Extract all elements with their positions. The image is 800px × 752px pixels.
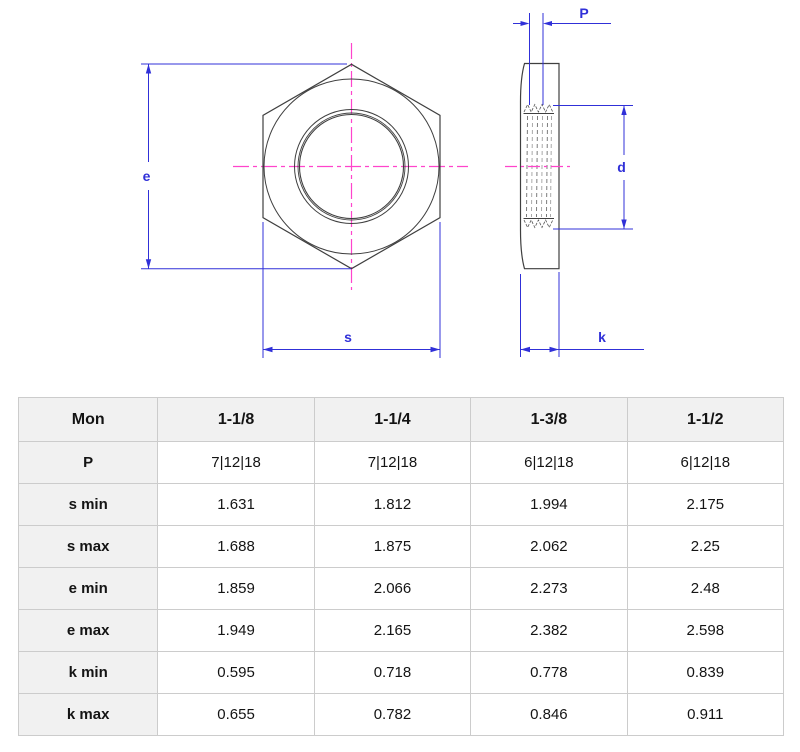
row-label: e min <box>17 567 159 610</box>
table-cell: 0.655 <box>157 693 315 736</box>
table-cell: 1.688 <box>157 525 315 568</box>
table-cell: 2.382 <box>470 609 628 652</box>
front-view: e s <box>141 43 468 358</box>
table-row: k max 0.655 0.782 0.846 0.911 <box>17 693 785 736</box>
table-cell: 0.839 <box>626 651 785 694</box>
table-cell: 2.066 <box>313 567 472 610</box>
arrow-p-right <box>543 21 552 26</box>
column-header: 1-1/4 <box>313 397 472 442</box>
dim-label-p: P <box>579 5 588 21</box>
technical-drawing: e s <box>141 5 644 358</box>
chamfer-circle <box>263 78 440 255</box>
spec-table: Mon 1-1/8 1-1/4 1-3/8 1-1/2 P 7|12|18 7|… <box>17 397 785 736</box>
thread-major-circle <box>294 109 409 224</box>
arrow-k-right <box>549 346 559 353</box>
dimension-s <box>262 222 441 358</box>
table-cell: 2.062 <box>470 525 628 568</box>
dimension-p <box>513 13 611 105</box>
row-label: k min <box>17 651 159 694</box>
table-cell: 6|12|18 <box>626 441 785 484</box>
table-cell: 1.631 <box>157 483 315 526</box>
table-header-row: Mon 1-1/8 1-1/4 1-3/8 1-1/2 <box>17 397 785 442</box>
table-cell: 1.949 <box>157 609 315 652</box>
table-cell: 7|12|18 <box>157 441 315 484</box>
table-row: k min 0.595 0.718 0.778 0.839 <box>17 651 785 694</box>
table-cell: 1.994 <box>470 483 628 526</box>
table-row: s max 1.688 1.875 2.062 2.25 <box>17 525 785 568</box>
bore-circle <box>298 113 405 220</box>
row-label: s max <box>17 525 159 568</box>
arrow-e-bottom <box>145 259 152 269</box>
chevrons-bottom <box>523 219 554 229</box>
table-cell: 0.595 <box>157 651 315 694</box>
table-row: e max 1.949 2.165 2.382 2.598 <box>17 609 785 652</box>
column-header: Mon <box>17 397 159 442</box>
side-view: P d k <box>505 5 644 357</box>
table-cell: 1.812 <box>313 483 472 526</box>
dimension-k <box>520 272 644 357</box>
dim-label-e: e <box>143 168 151 184</box>
column-header: 1-1/2 <box>626 397 785 442</box>
table-cell: 0.911 <box>626 693 785 736</box>
dim-label-d: d <box>617 159 626 175</box>
hexagon-outline <box>262 63 441 270</box>
column-header: 1-3/8 <box>470 397 628 442</box>
table-cell: 2.48 <box>626 567 785 610</box>
table-cell: 7|12|18 <box>313 441 472 484</box>
table-cell: 2.25 <box>626 525 785 568</box>
table-cell: 0.782 <box>313 693 472 736</box>
chevrons-top <box>523 103 554 113</box>
row-label: P <box>17 441 159 484</box>
row-label: e max <box>17 609 159 652</box>
thread-pitch-circle <box>297 112 406 221</box>
table-cell: 1.859 <box>157 567 315 610</box>
table-row: P 7|12|18 7|12|18 6|12|18 6|12|18 <box>17 441 785 484</box>
row-label: s min <box>17 483 159 526</box>
dim-label-s: s <box>344 329 352 345</box>
table-cell: 2.175 <box>626 483 785 526</box>
arrow-e-top <box>145 64 152 74</box>
dimension-e <box>141 63 351 270</box>
arrow-p-left <box>520 21 530 26</box>
dim-label-k: k <box>598 329 606 345</box>
arrow-d-bottom <box>621 219 627 229</box>
table-cell: 2.165 <box>313 609 472 652</box>
row-label: k max <box>17 693 159 736</box>
table-cell: 0.846 <box>470 693 628 736</box>
column-header: 1-1/8 <box>157 397 315 442</box>
table-cell: 2.273 <box>470 567 628 610</box>
table-cell: 6|12|18 <box>470 441 628 484</box>
table-cell: 0.778 <box>470 651 628 694</box>
table-row: s min 1.631 1.812 1.994 2.175 <box>17 483 785 526</box>
arrow-k-left <box>520 346 530 353</box>
arrow-d-top <box>621 105 627 115</box>
table-row: e min 1.859 2.066 2.273 2.48 <box>17 567 785 610</box>
table-cell: 1.875 <box>313 525 472 568</box>
table-cell: 0.718 <box>313 651 472 694</box>
arrow-s-right <box>430 346 440 353</box>
table-cell: 2.598 <box>626 609 785 652</box>
arrow-s-left <box>263 346 273 353</box>
